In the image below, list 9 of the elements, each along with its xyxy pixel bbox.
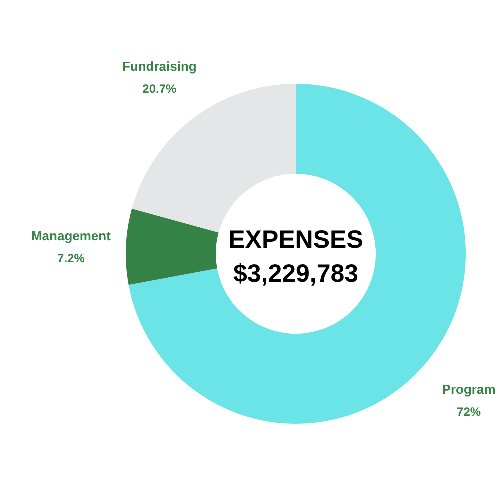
data-label: 20.7% [142, 82, 177, 96]
data-label: 7.2% [58, 251, 86, 266]
slice-label: Management [31, 228, 112, 244]
slice-label: Fundraising [122, 59, 197, 74]
slice-label: Program [442, 382, 496, 397]
text: EXPENSES [228, 226, 364, 254]
donut-slice [126, 208, 219, 286]
data-label: 72% [457, 404, 482, 419]
text: $3,229,783 [233, 260, 359, 288]
